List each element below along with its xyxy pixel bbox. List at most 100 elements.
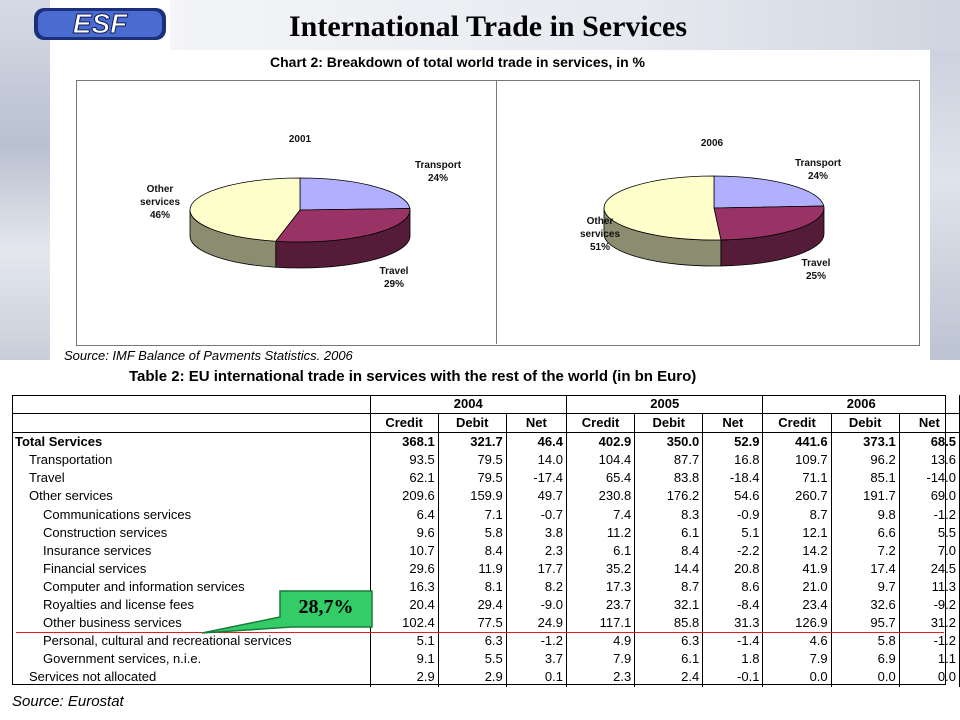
table-cell: 32.6 [831,596,900,615]
table-cell: 209.6 [370,487,439,506]
year-header: 2004 [370,395,567,415]
chart-title: Chart 2: Breakdown of total world trade … [270,54,645,70]
chart-source: Source: IMF Balance of Pavments Statisti… [64,348,353,363]
table-cell: 441.6 [762,432,832,452]
table-cell: 3.8 [506,523,567,542]
header-row-years: 2004 2005 2006 [12,395,960,415]
table-cell: 29.6 [370,559,439,578]
table-cell: 321.7 [438,432,507,452]
table-cell: 79.5 [438,451,507,470]
table-cell: 176.2 [634,487,704,506]
table-cell: -14.0 [899,469,960,488]
table-cell: 260.7 [762,487,832,506]
year-header: 2006 [762,395,960,415]
table-cell: 8.4 [634,541,704,560]
table-cell: 24.5 [899,559,960,578]
table-cell: 5.5 [438,650,507,669]
background-right [930,0,960,360]
table-row: Transportation 93.5 79.5 14.0 104.4 87.7 16.8 1… [12,451,960,470]
table-cell: 17.7 [506,559,567,578]
table-row: Other business services 102.4 77.5 24.9 117.… [12,614,960,633]
table-cell: 85.1 [831,469,900,488]
table-cell: 79.5 [438,469,507,488]
table-title: Table 2: EU international trade in servi… [129,368,697,385]
table-cell: 2.3 [506,541,567,560]
table-cell: 230.8 [566,487,636,506]
table-cell: 62.1 [370,469,439,488]
table-cell: 71.1 [762,469,832,488]
table-cell: 23.4 [762,596,832,615]
table-row: Other services 209.6 159.9 49.7 230.8 176.2 54… [12,487,960,506]
table-cell: 21.0 [762,577,832,597]
table-cell: 23.7 [566,596,636,615]
table-cell: 6.3 [634,632,704,651]
table-row: Royalties and license fees 20.4 29.4 -9.0 23… [12,596,960,615]
table-cell: 6.1 [634,523,704,542]
table-cell: 117.1 [566,614,636,633]
row-label: Other services [12,487,371,506]
table-cell: 0.1 [506,668,567,687]
table-cell: 6.1 [634,650,704,669]
table-cell: 2.4 [634,668,704,687]
table-cell: 7.9 [762,650,832,669]
row-label: Government services, n.i.e. [12,650,371,669]
table-cell: 4.6 [762,632,832,651]
table-cell: 31.3 [702,614,764,633]
table-cell: 6.3 [438,632,507,651]
table-cell: 14.0 [506,451,567,470]
table-cell: 126.9 [762,614,832,633]
esf-logo: ESF [34,8,166,40]
table-cell: 9.8 [831,505,900,524]
table-cell: -1.2 [899,505,960,524]
table-row: Services not allocated 2.9 2.9 0.1 2.3 2.4 -0.… [12,668,960,687]
pie-2006-label-0: Transport 24% [795,158,842,182]
table-cell: 95.7 [831,614,900,633]
column-header: Debit [831,413,900,434]
table-cell: 191.7 [831,487,900,506]
row-label: Services not allocated [12,668,371,687]
table-cell: -1.2 [899,632,960,651]
table-cell: 11.2 [566,523,636,542]
table-cell: 83.8 [634,469,704,488]
table-cell: 16.3 [370,577,439,597]
table-cell: 6.9 [831,650,900,669]
chart-divider [496,80,497,344]
table-cell: 9.7 [831,577,900,597]
table-cell: 17.4 [831,559,900,578]
highlight-line [16,632,944,633]
row-label: Total Services [12,432,371,452]
table-cell: 49.7 [506,487,567,506]
row-label: Construction services [12,523,371,542]
table-row: Financial services 29.6 11.9 17.7 35.2 14.4 20… [12,559,960,578]
pie-2006-label-1: Travel 25% [802,258,831,282]
column-header: Net [899,413,960,434]
header-blank [12,413,371,434]
pie-2006-label-2: Other services 51% [580,216,620,253]
table-cell: 0.0 [762,668,832,687]
table-cell: 0.0 [831,668,900,687]
table-cell: 3.7 [506,650,567,669]
table-cell: 5.8 [438,523,507,542]
table-cell: 6.6 [831,523,900,542]
table-cell: 1.1 [899,650,960,669]
table-cell: 65.4 [566,469,636,488]
table-cell: 14.2 [762,541,832,560]
table-cell: 13.6 [899,451,960,470]
table-row: Communications services 6.4 7.1 -0.7 7.4 8.3-… [12,505,960,524]
column-header: Debit [438,413,507,434]
trade-table: 2004 2005 2006 Credit Debit Net Credit Debit Net… [12,395,960,687]
column-header: Credit [762,413,832,434]
row-label: Insurance services [12,541,371,560]
page-title: International Trade in Services [289,10,688,43]
table-cell: 85.8 [634,614,704,633]
table-cell: 7.2 [831,541,900,560]
table-cell: 109.7 [762,451,832,470]
table-cell: 6.1 [566,541,636,560]
table-cell: 20.4 [370,596,439,615]
table-row: Insurance services 10.7 8.4 2.3 6.1 8.4 -2.2 14… [12,541,960,560]
table-cell: 9.6 [370,523,439,542]
table-cell: 14.4 [634,559,704,578]
table-cell: 8.6 [702,577,764,597]
table-cell: -17.4 [506,469,567,488]
row-label: Travel [12,469,371,488]
